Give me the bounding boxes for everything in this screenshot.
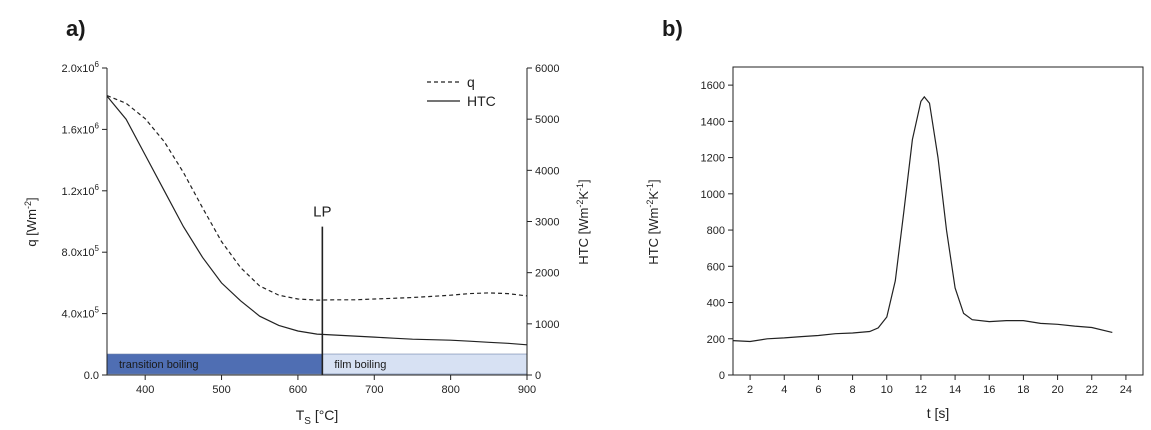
- panel-a-ylabel-left: q [Wm-2]: [23, 197, 39, 246]
- panel-a-label: a): [66, 16, 86, 41]
- band-label: film boiling: [334, 359, 386, 371]
- x-tick-label: 2: [747, 384, 753, 396]
- legend-q-label: q: [467, 74, 475, 90]
- panel-a-axes: [106, 68, 528, 376]
- x-tick-label: 8: [850, 384, 856, 396]
- y-left-tick-label: 8.0x105: [62, 244, 100, 259]
- legend-htc-label: HTC: [467, 93, 496, 109]
- x-tick-label: 12: [915, 384, 927, 396]
- panel-b-ticks: 2 4 6 8 10 12 14 16 18 20 22 2402004006008001000120…: [701, 80, 1133, 396]
- panel-b: b) 2 4 6 8 10 12 14 16 18 20 22 2402004006008001000…: [645, 16, 1144, 421]
- panel-a-ylabel-right: HTC [Wm-2K-1]: [575, 179, 591, 264]
- panel-a-series: [106, 95, 528, 346]
- band-label: transition boiling: [119, 359, 199, 371]
- panel-b-series: [732, 95, 1113, 343]
- y-right-tick-label: 4000: [535, 165, 559, 177]
- x-tick-label: 24: [1120, 384, 1132, 396]
- y-right-tick-label: 0: [535, 370, 541, 382]
- x-tick-label: 16: [983, 384, 995, 396]
- panel-b-label: b): [662, 16, 683, 41]
- series-htc-line: [106, 95, 528, 346]
- y-right-tick-label: 3000: [535, 217, 559, 229]
- panel-b-axes: [732, 66, 1144, 376]
- panel-b-xlabel: t [s]: [927, 405, 950, 421]
- series-q-line: [106, 95, 528, 301]
- panel-a: a) transition boiling film boiling 400 500…: [23, 16, 591, 427]
- y-tick-label: 0: [719, 370, 725, 382]
- y-tick-label: 1200: [701, 153, 725, 165]
- panel-b-ylabel: HTC [Wm-2K-1]: [645, 179, 661, 264]
- y-tick-label: 1400: [701, 116, 725, 128]
- panel-a-ticks: 400 500 600 700 800 900 0.0 4.0x105 8.0x105 1.2x1…: [62, 60, 560, 396]
- y-tick-label: 200: [707, 334, 725, 346]
- x-tick-label: 14: [949, 384, 961, 396]
- y-left-tick-label: 4.0x105: [62, 306, 100, 321]
- y-tick-label: 600: [707, 261, 725, 273]
- y-left-tick-label: 1.2x106: [62, 183, 100, 198]
- panel-a-xlabel: TS [°C]: [296, 407, 339, 427]
- x-tick-label: 400: [136, 384, 154, 396]
- x-tick-label: 10: [881, 384, 893, 396]
- x-tick-label: 600: [289, 384, 307, 396]
- y-left-tick-label: 2.0x106: [62, 60, 100, 75]
- x-tick-label: 20: [1051, 384, 1063, 396]
- y-right-tick-label: 6000: [535, 63, 559, 75]
- y-tick-label: 800: [707, 225, 725, 237]
- boiling-regime-bands: transition boiling film boiling: [106, 353, 528, 375]
- panel-a-legend: q HTC: [427, 74, 496, 109]
- y-tick-label: 1600: [701, 80, 725, 92]
- x-tick-label: 800: [441, 384, 459, 396]
- x-tick-label: 900: [518, 384, 536, 396]
- y-left-tick-label: 0.0: [84, 370, 99, 382]
- y-tick-label: 1000: [701, 189, 725, 201]
- y-right-tick-label: 2000: [535, 268, 559, 280]
- x-tick-label: 500: [212, 384, 230, 396]
- series-htc-line: [732, 95, 1113, 343]
- x-tick-label: 700: [365, 384, 383, 396]
- x-tick-label: 18: [1017, 384, 1029, 396]
- y-left-tick-label: 1.6x106: [62, 121, 100, 136]
- y-right-tick-label: 1000: [535, 319, 559, 331]
- y-right-tick-label: 5000: [535, 114, 559, 126]
- x-tick-label: 6: [815, 384, 821, 396]
- x-tick-label: 22: [1086, 384, 1098, 396]
- x-tick-label: 4: [781, 384, 787, 396]
- lp-marker-label: LP: [313, 204, 331, 221]
- y-tick-label: 400: [707, 298, 725, 310]
